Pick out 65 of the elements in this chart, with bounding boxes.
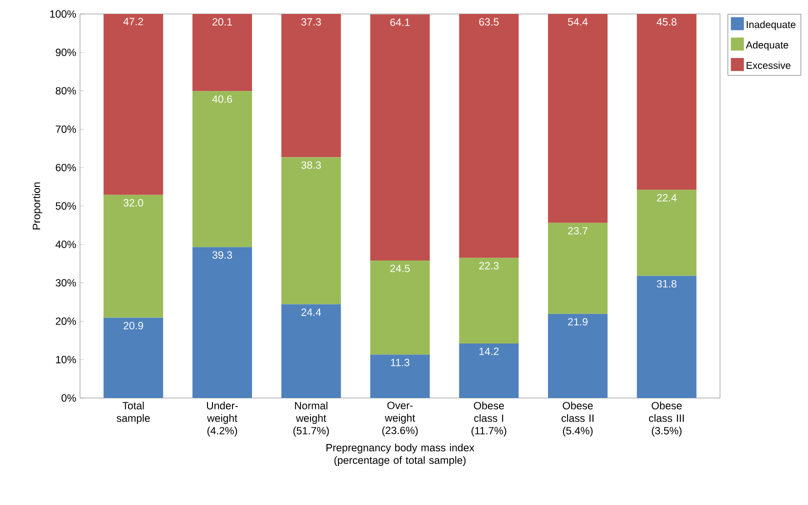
data-label: 24.4 <box>301 308 322 316</box>
y-tick-label: 70% <box>56 125 76 133</box>
data-label: 20.9 <box>124 322 144 330</box>
bar <box>636 276 696 398</box>
legend-label: Inadequate <box>746 20 796 30</box>
data-label: 24.5 <box>390 264 410 272</box>
y-tick-label: 80% <box>56 87 76 95</box>
y-tick-label: 90% <box>56 48 76 56</box>
y-tick-label: 50% <box>56 202 76 210</box>
bar <box>636 14 696 190</box>
legend-label: Excessive <box>746 62 790 69</box>
bar <box>548 222 608 314</box>
data-label: 47.2 <box>123 18 144 26</box>
data-label: 32.0 <box>124 199 144 206</box>
data-label: 22.4 <box>656 194 677 202</box>
data-label: 54.4 <box>568 18 588 26</box>
bar <box>548 314 608 398</box>
data-label: 39.3 <box>212 251 232 259</box>
bar <box>636 190 696 276</box>
bar <box>281 157 341 304</box>
data-label: 22.3 <box>479 262 499 270</box>
x-tick-label: Normal weight (51.7%) <box>293 402 329 436</box>
bar <box>370 354 430 398</box>
bar <box>281 304 341 398</box>
y-tick-label: 60% <box>56 164 76 172</box>
bar <box>104 194 164 318</box>
bar <box>459 14 519 258</box>
bar <box>459 343 519 398</box>
x-tick-label: Obese class I (11.7%) <box>472 402 506 436</box>
bar <box>104 14 164 195</box>
bar <box>548 14 608 223</box>
data-label: 21.9 <box>568 318 588 326</box>
y-tick-label: 30% <box>56 279 76 287</box>
data-label: 38.3 <box>301 161 321 169</box>
data-label: 40.6 <box>212 95 232 103</box>
data-label: 31.8 <box>656 280 676 288</box>
data-label: 45.8 <box>656 18 676 26</box>
bar <box>104 318 164 398</box>
y-tick-label: 10% <box>56 356 76 364</box>
data-label: 20.1 <box>212 18 232 26</box>
y-axis-title: Proportion <box>32 182 42 230</box>
data-label: 23.7 <box>568 227 588 235</box>
x-tick-label: Obese class II (5.4%) <box>562 402 594 436</box>
bar <box>459 258 519 344</box>
y-tick-label: 0% <box>62 394 76 402</box>
data-label: 37.3 <box>301 18 321 26</box>
x-axis-title: Prepregnancy body mass index (percentage of total sample) <box>326 444 474 466</box>
bar <box>192 91 252 248</box>
bar <box>281 14 341 158</box>
bar <box>370 14 430 261</box>
bar <box>192 247 252 398</box>
x-tick-label: Over-weight (23.6%) <box>382 402 418 436</box>
x-tick-label: Obese class III (3.5%) <box>649 402 684 436</box>
bar <box>370 260 430 355</box>
y-tick-label: 20% <box>56 317 76 325</box>
data-label: 64.1 <box>390 18 410 26</box>
data-label: 11.3 <box>390 358 410 366</box>
data-label: 63.5 <box>479 18 499 26</box>
x-tick-label: Total sample <box>116 402 150 424</box>
y-tick-label: 100% <box>50 10 76 18</box>
y-tick-label: 40% <box>56 240 76 248</box>
legend-label: Adequate <box>746 41 788 50</box>
data-label: 14.2 <box>479 348 499 355</box>
x-tick-label: Under-weight (4.2%) <box>206 402 238 436</box>
bar <box>192 14 252 92</box>
